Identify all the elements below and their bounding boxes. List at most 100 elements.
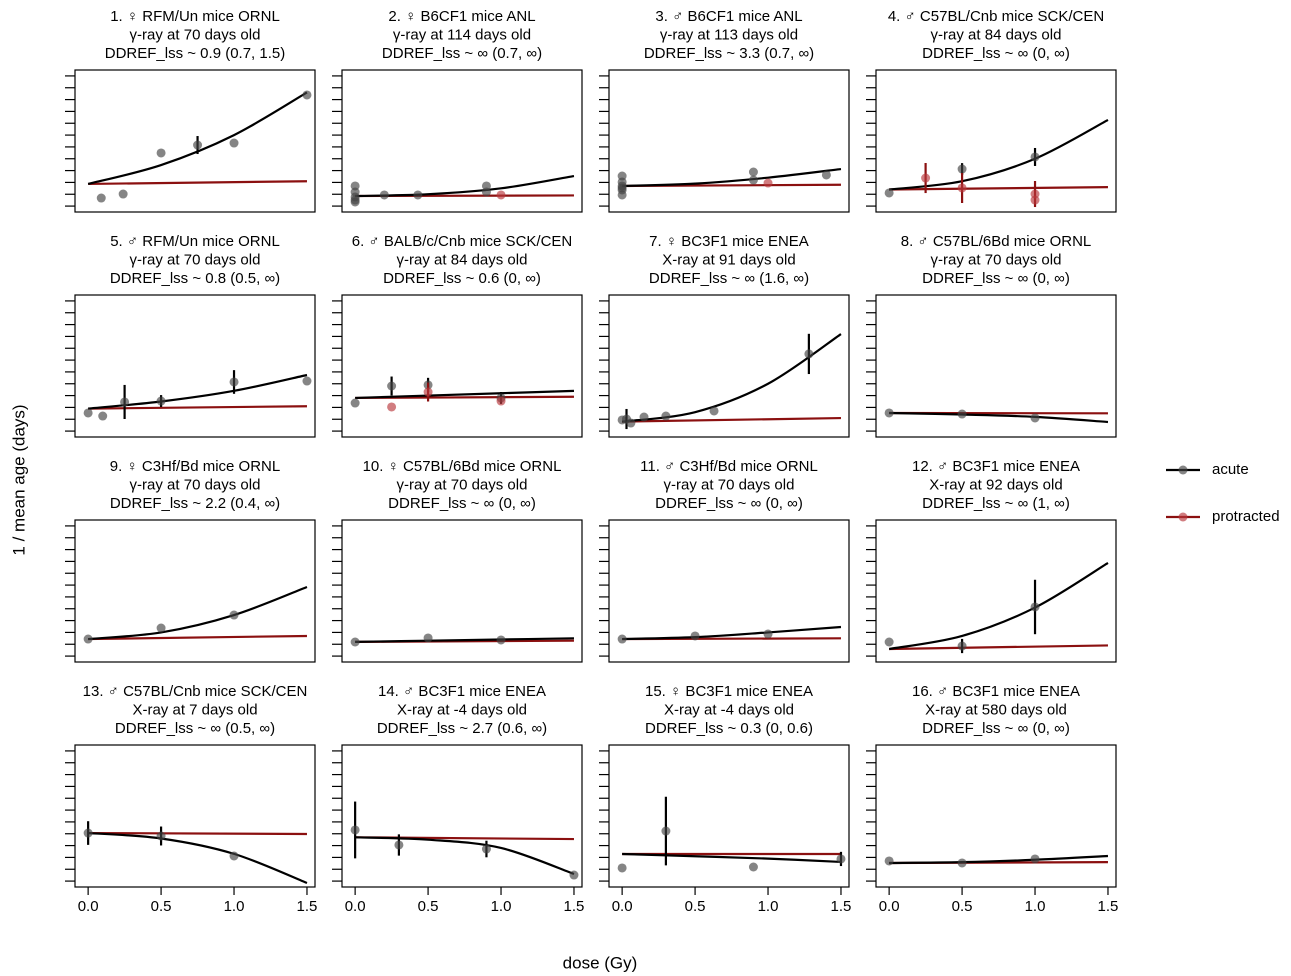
panel-title: X-ray at -4 days old [397, 701, 527, 718]
fit-curve [889, 854, 1109, 865]
panel-title: DDREF_lss ~ ∞ (0, ∞) [922, 270, 1070, 287]
plot-frame [74, 744, 316, 888]
data-point [120, 397, 130, 407]
panel-title: DDREF_lss ~ ∞ (1, ∞) [922, 495, 1070, 512]
fit-curve [622, 416, 841, 423]
panel-title: 3. ♂ B6CF1 mice ANL [655, 8, 802, 25]
data-point [496, 190, 506, 200]
data-point [1030, 602, 1040, 612]
fit-curve [622, 625, 842, 641]
data-point [350, 825, 360, 835]
panel-title: DDREF_lss ~ ∞ (1.6, ∞) [649, 270, 809, 287]
fit-curve [889, 411, 1109, 424]
x-tick-label: 1.0 [491, 898, 512, 915]
x-tick-label: 0.5 [952, 898, 973, 915]
data-point [957, 164, 967, 174]
plot-frame [608, 294, 850, 438]
data-point [394, 840, 404, 850]
data-point [709, 406, 719, 416]
plot-frame [875, 69, 1117, 213]
fit-curve [88, 831, 307, 836]
data-point [1030, 854, 1040, 864]
data-point [118, 189, 128, 199]
data-point [98, 411, 108, 421]
data-point [481, 187, 491, 197]
panel-title: DDREF_lss ~ ∞ (0, ∞) [388, 495, 536, 512]
panel-title: X-ray at 92 days old [929, 476, 1062, 493]
panel-title: DDREF_lss ~ 0.9 (0.7, 1.5) [105, 45, 285, 62]
legend-marker [1178, 465, 1188, 475]
data-point [1030, 195, 1040, 205]
x-tick-label: 1.5 [831, 898, 852, 915]
panel-title: DDREF_lss ~ ∞ (0, ∞) [922, 720, 1070, 737]
data-point [229, 138, 239, 148]
panel-title: 13. ♂ C57BL/Cnb mice SCK/CEN [83, 683, 308, 700]
panel-title: γ-ray at 84 days old [931, 26, 1062, 43]
x-axis-label: dose (Gy) [563, 953, 638, 972]
panel-title: γ-ray at 70 days old [130, 26, 261, 43]
x-tick-label: 0.0 [612, 898, 633, 915]
data-point [96, 193, 106, 203]
data-point [156, 623, 166, 633]
data-point [763, 629, 773, 639]
plot-frame [608, 519, 850, 663]
data-point [229, 851, 239, 861]
data-point [957, 641, 967, 651]
panel-title: X-ray at 580 days old [925, 701, 1067, 718]
data-point [302, 376, 312, 386]
panel-title: X-ray at -4 days old [664, 701, 794, 718]
panel-title: DDREF_lss ~ 3.3 (0.7, ∞) [644, 45, 814, 62]
data-point [884, 408, 894, 418]
panel-title: 7. ♀ BC3F1 mice ENEA [649, 233, 809, 250]
data-point [229, 610, 239, 620]
data-point [350, 398, 360, 408]
data-point [83, 408, 93, 418]
data-point [302, 90, 312, 100]
plot-frame [341, 519, 583, 663]
data-point [884, 856, 894, 866]
data-point [156, 148, 166, 158]
legend-label: acute [1212, 461, 1249, 478]
x-tick-label: 1.5 [564, 898, 585, 915]
panel-title: 6. ♂ BALB/c/Cnb mice SCK/CEN [352, 233, 573, 250]
data-point [836, 854, 846, 864]
panel-title: γ-ray at 113 days old [660, 26, 798, 43]
data-point [496, 396, 506, 406]
plot-frame [341, 744, 583, 888]
x-tick-label: 0.5 [685, 898, 706, 915]
data-point [957, 409, 967, 419]
panel-title: 1. ♀ RFM/Un mice ORNL [110, 8, 280, 25]
data-point [350, 197, 360, 207]
panel-title: DDREF_lss ~ 0.3 (0, 0.6) [645, 720, 813, 737]
data-point [921, 173, 931, 183]
plot-frame [74, 294, 316, 438]
fit-curve [355, 836, 575, 876]
fit-curve [87, 91, 308, 186]
panel-title: DDREF_lss ~ 2.2 (0.4, ∞) [110, 495, 280, 512]
data-point [83, 634, 93, 644]
data-point [661, 826, 671, 836]
fit-curve [88, 180, 307, 186]
panel-title: 12. ♂ BC3F1 mice ENEA [912, 458, 1080, 475]
panel-title: 10. ♀ C57BL/6Bd mice ORNL [363, 458, 562, 475]
data-point [350, 637, 360, 647]
data-point [423, 633, 433, 643]
data-point [83, 828, 93, 838]
panel-title: γ-ray at 70 days old [130, 251, 261, 268]
panel-title: γ-ray at 70 days old [397, 476, 528, 493]
panel-title: DDREF_lss ~ 0.8 (0.5, ∞) [110, 270, 280, 287]
panel-title: γ-ray at 114 days old [393, 26, 531, 43]
data-point [748, 175, 758, 185]
data-point [496, 635, 506, 645]
data-point [821, 170, 831, 180]
plot-frame [74, 519, 316, 663]
data-point [804, 349, 814, 359]
plot-frame [341, 69, 583, 213]
x-tick-label: 0.0 [345, 898, 366, 915]
fit-curve [88, 831, 308, 884]
plot-frame [608, 744, 850, 888]
x-tick-label: 1.0 [1025, 898, 1046, 915]
data-point [1030, 413, 1040, 423]
panel-title: X-ray at 91 days old [662, 251, 795, 268]
panel-title: 16. ♂ BC3F1 mice ENEA [912, 683, 1080, 700]
